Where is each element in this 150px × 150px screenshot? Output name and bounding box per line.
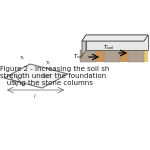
Bar: [80, 50, 96, 62]
Polygon shape: [82, 35, 86, 56]
Bar: [104, 50, 120, 62]
Bar: [80, 50, 148, 62]
Text: $T_{col}$: $T_{col}$: [74, 52, 84, 62]
Bar: [96, 50, 104, 62]
Polygon shape: [82, 35, 148, 41]
Text: $\tau_s$: $\tau_s$: [19, 54, 25, 62]
Polygon shape: [86, 35, 148, 50]
Text: $T_{soil}$: $T_{soil}$: [103, 43, 114, 52]
Text: strength under the foundation: strength under the foundation: [0, 73, 106, 79]
Text: $\tau_s$: $\tau_s$: [45, 59, 51, 67]
Bar: [120, 50, 128, 62]
Text: using the stone columns: using the stone columns: [0, 80, 93, 86]
Text: Figure 2 - Increasing the soil sh: Figure 2 - Increasing the soil sh: [0, 66, 109, 72]
Text: $l$: $l$: [33, 92, 37, 100]
Polygon shape: [82, 35, 148, 41]
Text: Soil: Soil: [42, 75, 50, 80]
Polygon shape: [4, 64, 68, 88]
Bar: [128, 50, 144, 62]
